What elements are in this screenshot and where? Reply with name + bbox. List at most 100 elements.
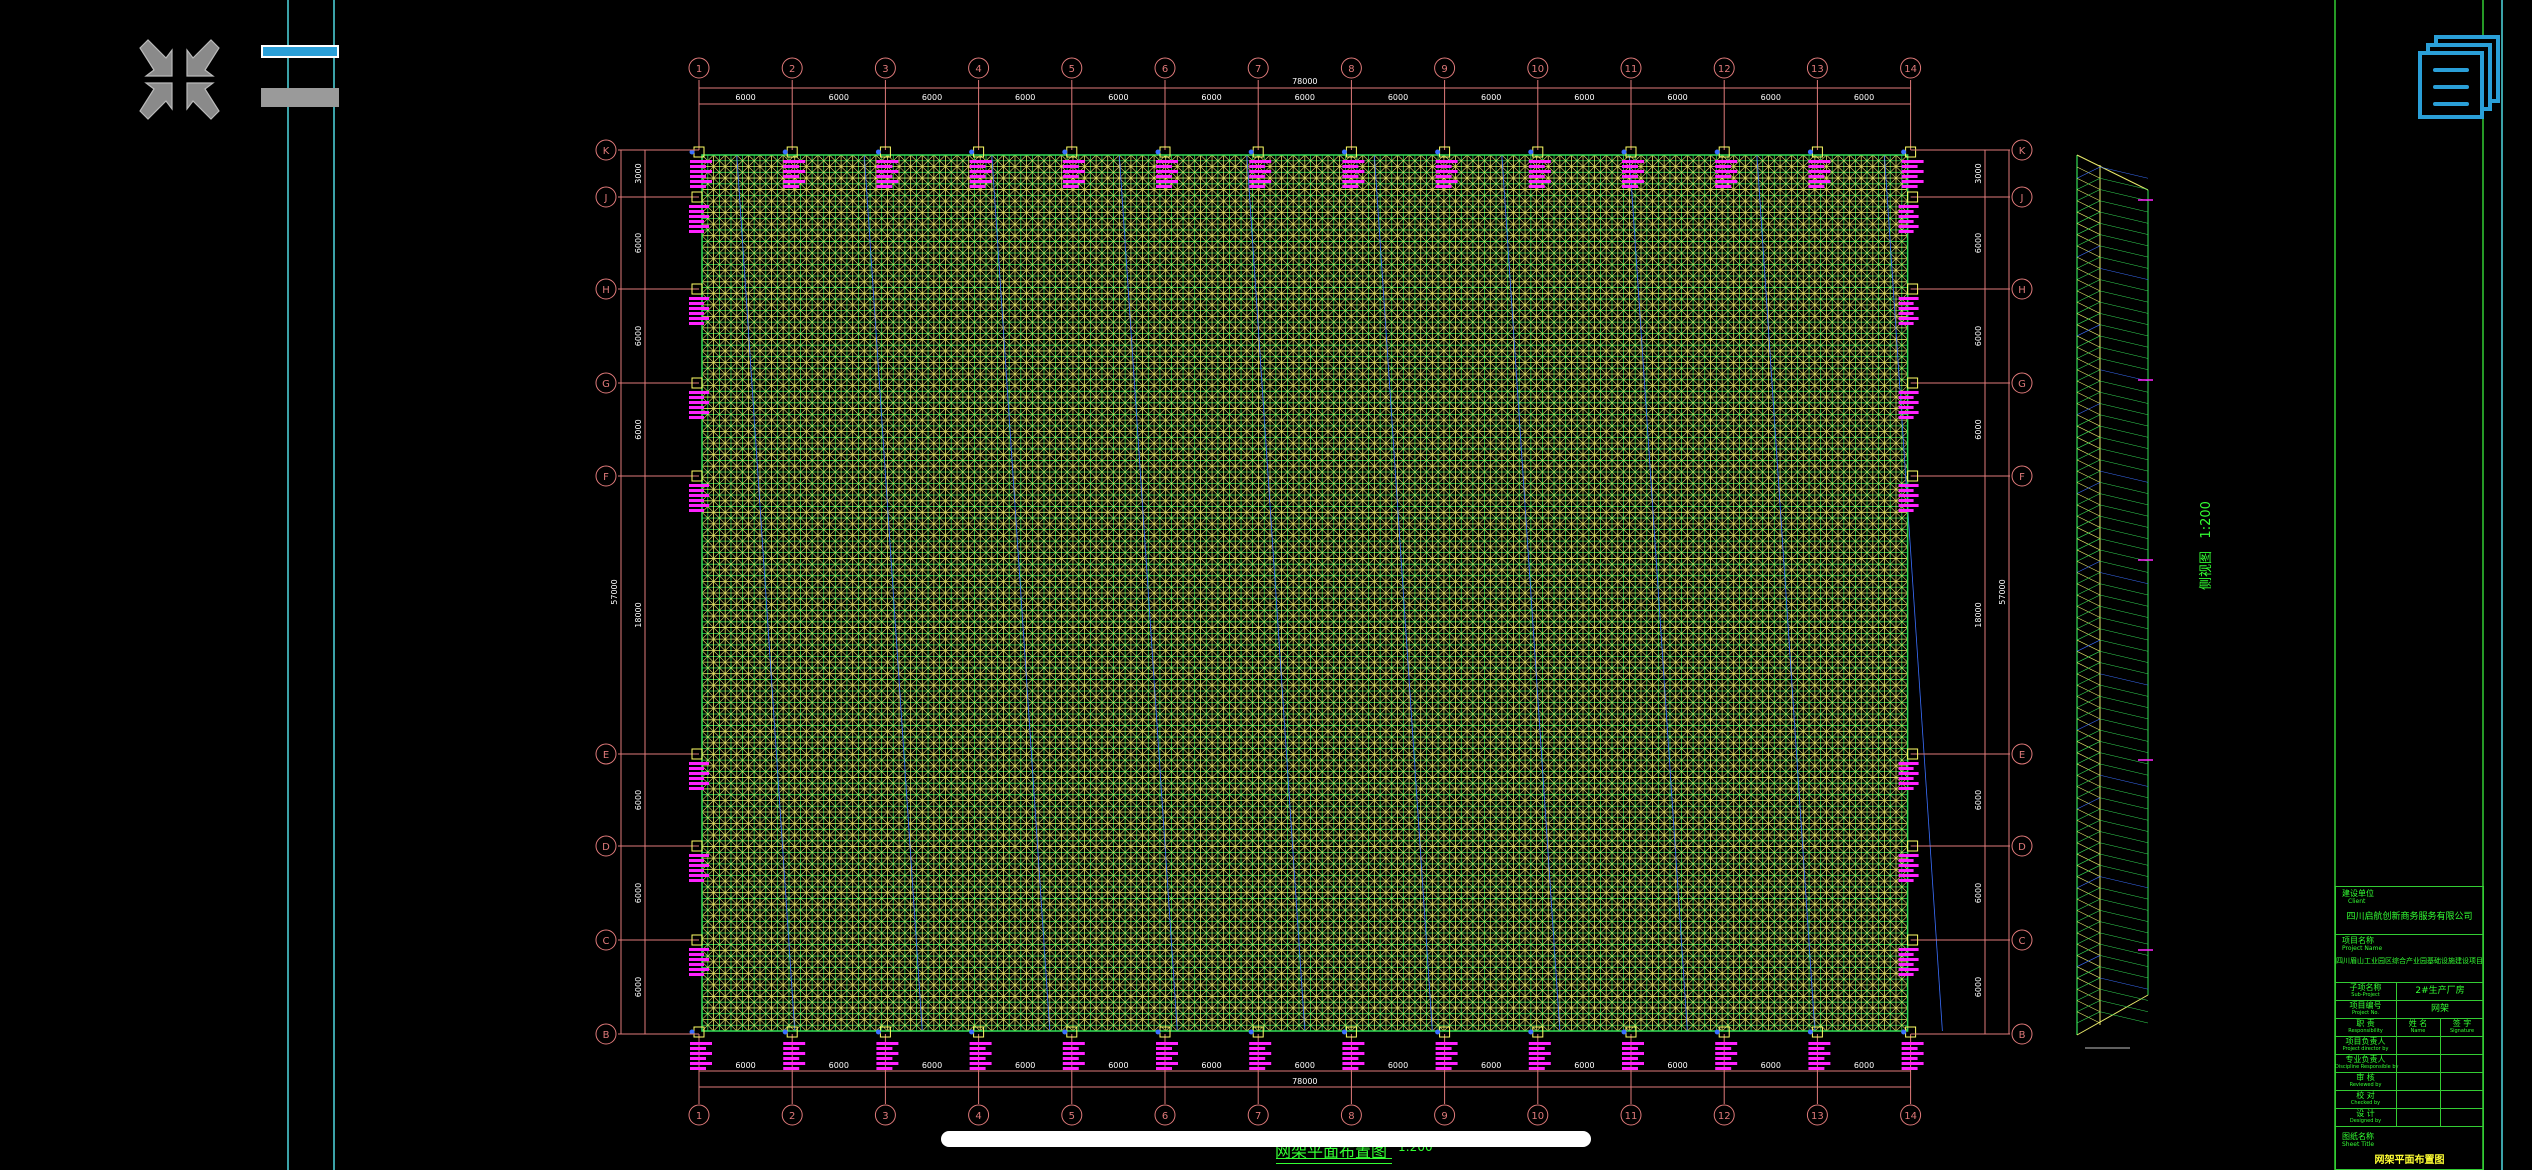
web-member-blue	[1501, 154, 1561, 1032]
home-indicator[interactable]	[941, 1131, 1591, 1147]
support-bearing	[1714, 1029, 1720, 1035]
column-span-dim: 6000	[1667, 1061, 1687, 1070]
truss-web	[2076, 527, 2101, 539]
support-annotation	[689, 787, 704, 790]
support-annotation	[689, 230, 704, 233]
axis-bubble	[1340, 1104, 1362, 1126]
truss-web	[2076, 662, 2101, 675]
truss-web	[2076, 605, 2101, 618]
layer-toggle-button[interactable]	[261, 88, 339, 107]
support-annotation	[1249, 170, 1272, 173]
support-node	[1907, 191, 1919, 203]
axis-label-12: 12	[1718, 1111, 1731, 1122]
support-annotation	[1808, 185, 1825, 188]
web-member	[1269, 396, 1908, 1032]
truss-web	[2076, 470, 2101, 483]
layouts-button[interactable]	[2418, 34, 2502, 122]
axis-label-4: 4	[975, 1111, 981, 1122]
column-span-dim: 6000	[1108, 93, 1128, 102]
support-annotation	[1342, 1067, 1359, 1070]
support-annotation	[1808, 1057, 1825, 1060]
support-annotation	[1435, 170, 1458, 173]
support-annotation	[1808, 1042, 1831, 1045]
web-member	[1779, 154, 1908, 283]
row-span-dim: 6000	[1974, 883, 1983, 903]
column-span-dim: 6000	[829, 1061, 849, 1070]
axis-label-8: 8	[1348, 1111, 1354, 1122]
support-annotation	[1715, 185, 1732, 188]
truss-web	[2099, 414, 2149, 427]
truss-web	[2099, 279, 2149, 292]
support-annotation	[1898, 968, 1919, 971]
truss-web	[2076, 774, 2101, 787]
truss-web	[2099, 301, 2149, 314]
support-annotation	[783, 175, 800, 178]
name-cell[interactable]	[2396, 1108, 2440, 1126]
support-annotation	[690, 180, 712, 183]
truss-web	[2099, 797, 2149, 810]
support-annotation	[876, 175, 893, 178]
web-member	[1292, 154, 1908, 767]
row-total-dim: 57000	[1998, 579, 2007, 604]
space-frame-mesh	[701, 154, 1943, 1032]
support-annotation	[1898, 307, 1919, 310]
truss-web	[2099, 966, 2149, 979]
row-span-dim: 18000	[1974, 602, 1983, 627]
layer-toggle-active-button[interactable]	[261, 45, 339, 58]
support-annotation	[1808, 1052, 1831, 1055]
signature-cell[interactable]	[2440, 1090, 2484, 1108]
axis-label-D: D	[2018, 842, 2026, 853]
signature-cell[interactable]	[2440, 1054, 2484, 1072]
truss-web	[2076, 324, 2101, 337]
signature-cell[interactable]	[2440, 1036, 2484, 1054]
row-span-dim: 6000	[1974, 977, 1983, 997]
axis-bubble	[2011, 139, 2033, 161]
support-annotation	[876, 185, 893, 188]
name-cell[interactable]	[2396, 1072, 2440, 1090]
support-annotation	[1342, 1052, 1365, 1055]
column-span-dim: 6000	[1761, 93, 1781, 102]
support-annotation	[689, 963, 704, 966]
support-node	[691, 191, 703, 203]
support-annotation	[1528, 185, 1545, 188]
name-cell[interactable]	[2396, 1036, 2440, 1054]
support-annotation	[1898, 484, 1919, 487]
collapse-view-button[interactable]	[132, 32, 227, 127]
support-node	[691, 283, 703, 295]
column-span-dim: 6000	[1015, 1061, 1035, 1070]
support-annotation	[1898, 499, 1914, 502]
truss-web	[2099, 178, 2149, 190]
support-annotation	[690, 170, 712, 173]
support-annotation	[876, 180, 899, 183]
project-label-en: Project Name	[2342, 945, 2383, 952]
support-annotation	[689, 859, 704, 862]
support-annotation	[1342, 180, 1365, 183]
row-total-dim: 57000	[610, 579, 619, 604]
support-annotation	[1898, 953, 1914, 956]
axis-bubble	[595, 1023, 617, 1045]
truss-web	[2099, 752, 2149, 765]
truss-web	[2099, 617, 2149, 630]
web-member	[1223, 350, 1908, 1032]
name-cell[interactable]	[2396, 1090, 2440, 1108]
truss-web	[2076, 425, 2101, 438]
axis-label-9: 9	[1441, 64, 1447, 75]
truss-web	[2099, 515, 2149, 528]
axis-label-6: 6	[1162, 64, 1168, 75]
support-annotation	[689, 210, 704, 213]
signature-cell[interactable]	[2440, 1072, 2484, 1090]
axis-bubble	[1247, 1104, 1269, 1126]
support-annotation	[1898, 864, 1919, 867]
support-annotation	[1435, 185, 1452, 188]
support-annotation	[1528, 165, 1545, 168]
axis-label-B: B	[2019, 1030, 2026, 1041]
axis-bubble	[1061, 57, 1083, 79]
signature-cell[interactable]	[2440, 1108, 2484, 1126]
support-annotation	[1898, 963, 1914, 966]
name-cell[interactable]	[2396, 1054, 2440, 1072]
support-annotation	[1901, 170, 1924, 173]
project-no-label: 项目编号 Project No.	[2349, 1001, 2382, 1016]
support-bearing	[1248, 149, 1254, 155]
truss-web	[2076, 358, 2101, 371]
